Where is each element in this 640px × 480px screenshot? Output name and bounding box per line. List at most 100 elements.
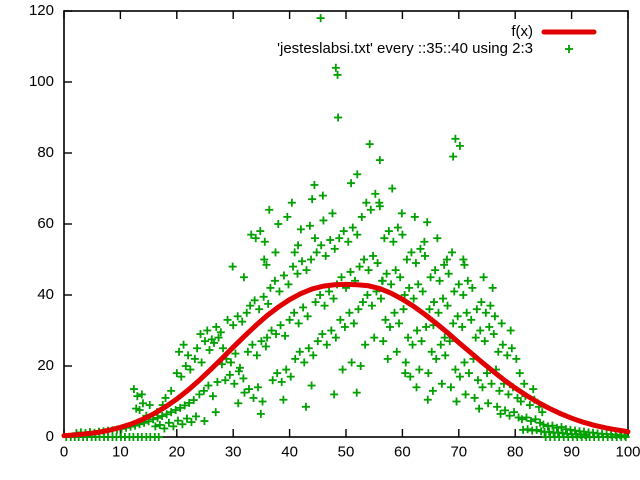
scatter-point xyxy=(199,386,208,395)
scatter-point xyxy=(366,205,375,214)
scatter-point xyxy=(239,273,248,282)
scatter-point xyxy=(320,301,329,310)
scatter-point xyxy=(242,308,251,317)
scatter-point xyxy=(417,337,426,346)
scatter-point xyxy=(380,234,389,243)
y-tick-label: 40 xyxy=(37,286,54,303)
scatter-point xyxy=(539,420,548,429)
scatter-point xyxy=(347,358,356,367)
scatter-point xyxy=(431,266,440,275)
legend-sample-plus-datafile xyxy=(565,45,573,53)
scatter-point xyxy=(322,340,331,349)
scatter-point xyxy=(267,326,276,335)
y-axis-tick-labels: 0 20 40 60 80 100 120 xyxy=(29,2,54,445)
scatter-point xyxy=(448,248,457,257)
scatter-point xyxy=(308,195,317,204)
scatter-point xyxy=(264,299,273,308)
scatter-point xyxy=(442,255,451,264)
scatter-point xyxy=(313,337,322,346)
y-tick-label: 100 xyxy=(29,73,54,90)
scatter-point xyxy=(260,255,269,264)
x-tick-label: 70 xyxy=(450,443,467,460)
scatter-point xyxy=(395,319,404,328)
scatter-point xyxy=(330,244,339,253)
scatter-point xyxy=(329,294,338,303)
scatter-point xyxy=(182,414,191,423)
scatter-point xyxy=(234,399,243,408)
scatter-point xyxy=(487,379,496,388)
scatter-point xyxy=(186,365,195,374)
scatter-point xyxy=(493,402,502,411)
scatter-point xyxy=(410,212,419,221)
scatter-point xyxy=(129,385,138,394)
scatter-point xyxy=(201,337,209,346)
scatter-point xyxy=(526,417,535,426)
scatter-point xyxy=(279,271,288,280)
scatter-point xyxy=(248,340,257,349)
scatter-point xyxy=(437,379,446,388)
scatter-point xyxy=(312,248,321,257)
scatter-point xyxy=(480,337,489,346)
scatter-point xyxy=(255,305,264,314)
scatter-point xyxy=(246,301,255,310)
scatter-point xyxy=(311,298,320,307)
scatter-point xyxy=(477,298,486,307)
scatter-point xyxy=(193,344,202,353)
scatter-point xyxy=(307,381,316,390)
scatter-point xyxy=(167,386,176,395)
scatter-point xyxy=(365,140,374,149)
y-tick-label: 120 xyxy=(29,2,54,19)
scatter-point xyxy=(411,259,420,268)
scatter-point xyxy=(327,326,336,335)
scatter-point xyxy=(450,287,459,296)
scatter-point xyxy=(390,308,399,317)
scatter-point xyxy=(460,358,469,367)
scatter-point xyxy=(318,191,327,200)
scatter-point xyxy=(301,402,310,411)
scatter-point xyxy=(226,358,235,367)
fx-curve xyxy=(61,281,631,439)
scatter-point xyxy=(345,308,354,317)
scatter-point xyxy=(339,227,348,236)
scatter-point xyxy=(460,260,469,269)
scatter-point xyxy=(300,358,309,367)
scatter-point xyxy=(531,415,540,424)
scatter-point xyxy=(361,340,370,349)
scatter-point xyxy=(505,411,514,420)
scatter-point xyxy=(191,412,200,421)
scatter-point xyxy=(133,392,142,401)
scatter-point xyxy=(406,372,415,381)
scatter-point xyxy=(164,418,173,427)
scatter-point xyxy=(298,257,307,266)
scatter-point xyxy=(473,376,482,385)
scatter-point xyxy=(462,308,471,317)
scatter-point xyxy=(498,340,507,349)
scatter-point xyxy=(181,362,190,370)
scatter-point xyxy=(262,260,271,269)
scatter-point xyxy=(459,255,468,264)
scatter-point xyxy=(299,303,308,312)
scatter-point xyxy=(294,319,303,328)
y-tick-label: 60 xyxy=(37,215,54,232)
scatter-point xyxy=(375,198,384,207)
scatter-point xyxy=(272,330,281,339)
scatter-point xyxy=(451,365,460,374)
scatter-point xyxy=(497,319,506,328)
scatter-point xyxy=(266,283,275,292)
scatter-point xyxy=(173,416,182,425)
scatter-point xyxy=(379,337,388,346)
scatter-point xyxy=(401,369,410,378)
scatter-point xyxy=(454,280,463,289)
scatter-point xyxy=(478,383,487,392)
scatter-point xyxy=(461,390,470,399)
scatter-point xyxy=(483,369,491,378)
scatter-point xyxy=(427,347,436,356)
scatter-point xyxy=(352,388,361,397)
scatter-point xyxy=(287,198,296,207)
y-tick-label: 0 xyxy=(46,428,54,445)
scatter-point xyxy=(340,322,349,331)
scatter-point xyxy=(286,372,295,381)
scatter-point xyxy=(415,365,424,374)
scatter-point xyxy=(407,248,416,257)
scatter-point xyxy=(196,330,205,339)
